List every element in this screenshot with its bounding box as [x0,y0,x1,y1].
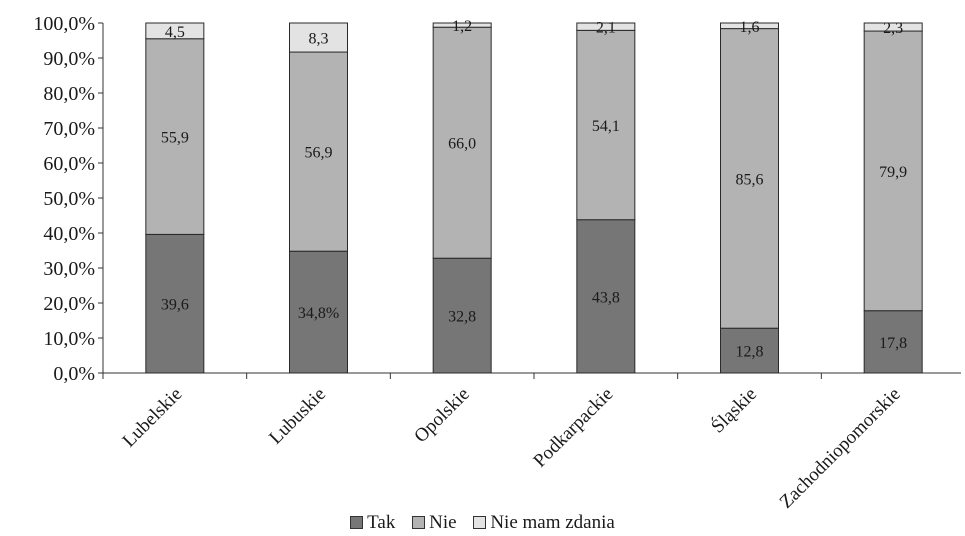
bar-segment-nie-mam-zdania [576,22,636,31]
data-label-nie-mam-zdania: 2,1 [596,20,616,37]
bar-segment-nie-mam-zdania [432,22,492,28]
data-label-nie: 85,6 [736,171,764,188]
data-label-tak: 34,8% [298,305,339,322]
data-label-nie: 66,0 [448,136,476,153]
y-tick-label: 10,0% [43,328,95,350]
legend-swatch-tak [350,516,364,529]
legend-label-nie: Nie [429,512,457,533]
bar-segment-nie-mam-zdania [145,22,205,40]
y-tick-label: 90,0% [43,48,95,70]
x-category-label: Lubuskie [265,384,330,449]
bar-segment-nie-mam-zdania [863,22,923,32]
data-label-nie-mam-zdania: 8,3 [309,31,329,48]
bar-segment-nie [863,30,923,312]
y-tick-label: 100,0% [33,13,95,35]
legend-swatch-nie [412,516,426,529]
data-label-nie: 56,9 [305,145,333,162]
y-tick-label: 40,0% [43,223,95,245]
data-label-nie-mam-zdania: 2,3 [883,20,903,37]
legend-item-nie-mam-zdania: Nie mam zdania [473,512,615,534]
data-label-nie-mam-zdania: 1,6 [740,19,760,36]
y-tick-label: 30,0% [43,258,95,280]
y-tick-label: 50,0% [43,188,95,210]
data-label-nie-mam-zdania: 4,5 [165,24,185,41]
data-label-tak: 32,8 [448,309,476,326]
data-label-tak: 39,6 [161,297,189,314]
data-label-nie: 79,9 [879,164,907,181]
data-label-tak: 43,8 [592,289,620,306]
y-tick-label: 60,0% [43,153,95,175]
bar-segment-nie [576,29,636,221]
bar-segment-tak [289,250,348,374]
bar-segment-nie-mam-zdania [289,22,348,53]
bar-segment-tak [432,257,492,374]
x-category-label: Lubelskie [119,384,187,452]
x-category-label: Śląskie [707,383,761,437]
x-category-label: Podkarpackie [529,384,617,472]
bar-segment-nie [432,26,492,259]
y-tick-label: 20,0% [43,293,95,315]
y-tick-label: 80,0% [43,83,95,105]
data-label-nie: 54,1 [592,118,620,135]
legend-swatch-nie-mam-zdania [473,516,487,529]
legend-item-tak: Tak [350,512,395,534]
data-label-nie: 55,9 [161,130,189,147]
data-label-nie-mam-zdania: 1,2 [452,18,472,35]
y-tick-label: 0,0% [53,363,95,385]
legend: Tak Nie Nie mam zdania [0,512,965,534]
bar-segment-nie-mam-zdania [720,22,779,30]
legend-label-nie-mam-zdania: Nie mam zdania [490,512,615,533]
data-label-tak: 17,8 [879,335,907,352]
legend-label-tak: Tak [367,512,396,533]
legend-item-nie: Nie [412,512,457,534]
bar-segment-nie [145,38,205,235]
bar-segment-tak [863,310,923,374]
x-category-label: Opolskie [410,384,473,447]
bar-segment-nie [720,28,779,329]
bar-segment-tak [576,219,636,374]
y-tick-label: 70,0% [43,118,95,140]
x-category-label: Zachodniopomorskie [776,384,905,513]
data-label-tak: 12,8 [736,344,764,361]
